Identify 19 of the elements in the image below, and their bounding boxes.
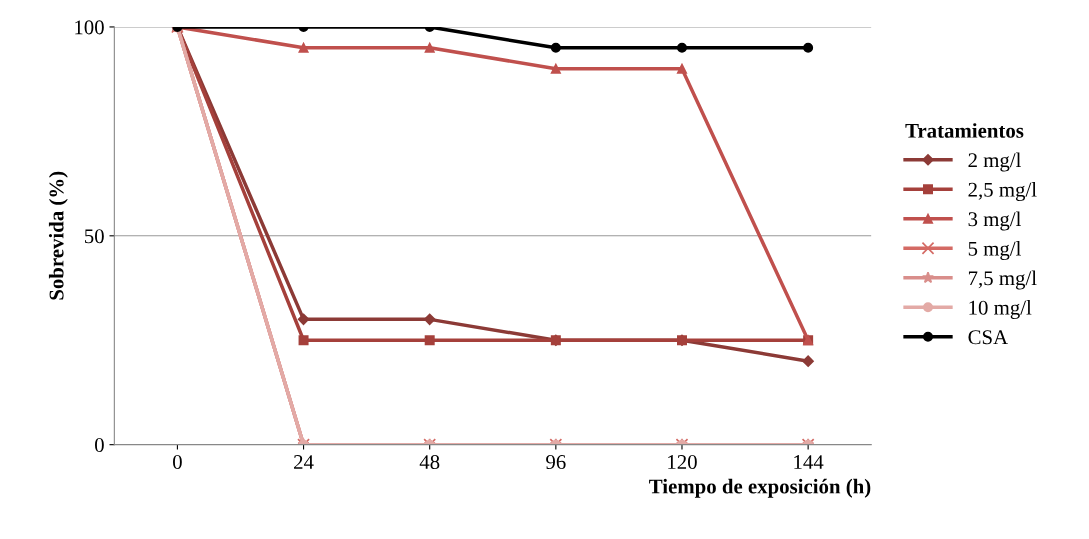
y-axis-title: Sobrevida (%) — [48, 171, 68, 300]
legend-label: 2 mg/l — [968, 152, 1021, 172]
x-tick-label: 144 — [794, 455, 824, 469]
x-tick-label: 120 — [668, 455, 697, 470]
legend-label: 3 mg/l — [968, 211, 1021, 231]
y-tick-label: 50 — [85, 229, 104, 244]
x-tick-label: 0 — [173, 455, 182, 470]
x-tick-label: 96 — [546, 455, 566, 470]
x-tick-label: 24 — [294, 455, 314, 469]
legend-label: CSA — [968, 330, 1008, 345]
legend-label: 7,5 mg/l — [968, 270, 1037, 290]
x-axis-title: Tiempo de exposición (h) — [649, 478, 871, 498]
legend-title: Tratamientos — [905, 123, 1024, 138]
legend-label: 5 mg/l — [968, 241, 1021, 261]
legend-label: 2,5 mg/l — [968, 182, 1037, 202]
y-tick-label: 100 — [75, 20, 104, 35]
y-tick-label: 0 — [95, 438, 104, 453]
x-tick-label: 48 — [419, 455, 440, 470]
legend-label: 10 mg/l — [969, 300, 1032, 320]
